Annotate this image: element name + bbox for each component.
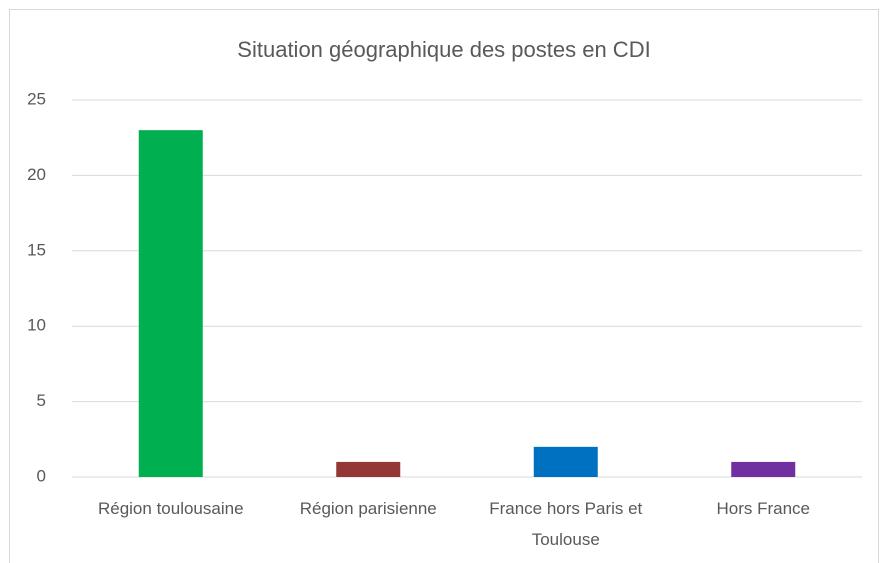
- bar: [533, 446, 598, 477]
- x-tick-label: Région toulousaine: [97, 499, 244, 518]
- y-tick-label: 10: [27, 316, 46, 335]
- bar: [138, 130, 203, 477]
- chart-title: Situation géographique des postes en CDI: [237, 37, 650, 62]
- x-tick-label: Région parisienne: [299, 499, 437, 518]
- y-tick-label: 25: [27, 89, 46, 108]
- bar: [336, 461, 401, 477]
- x-tick-label: Hors France: [716, 499, 811, 518]
- chart-border: [9, 9, 879, 563]
- y-tick-label: 15: [27, 240, 46, 259]
- y-tick-label: 20: [27, 165, 46, 184]
- bar: [731, 461, 796, 477]
- y-tick-label: 5: [37, 391, 46, 410]
- x-tick-label: France hors Paris et Toulouse: [489, 499, 643, 549]
- y-tick-label: 0: [37, 466, 46, 485]
